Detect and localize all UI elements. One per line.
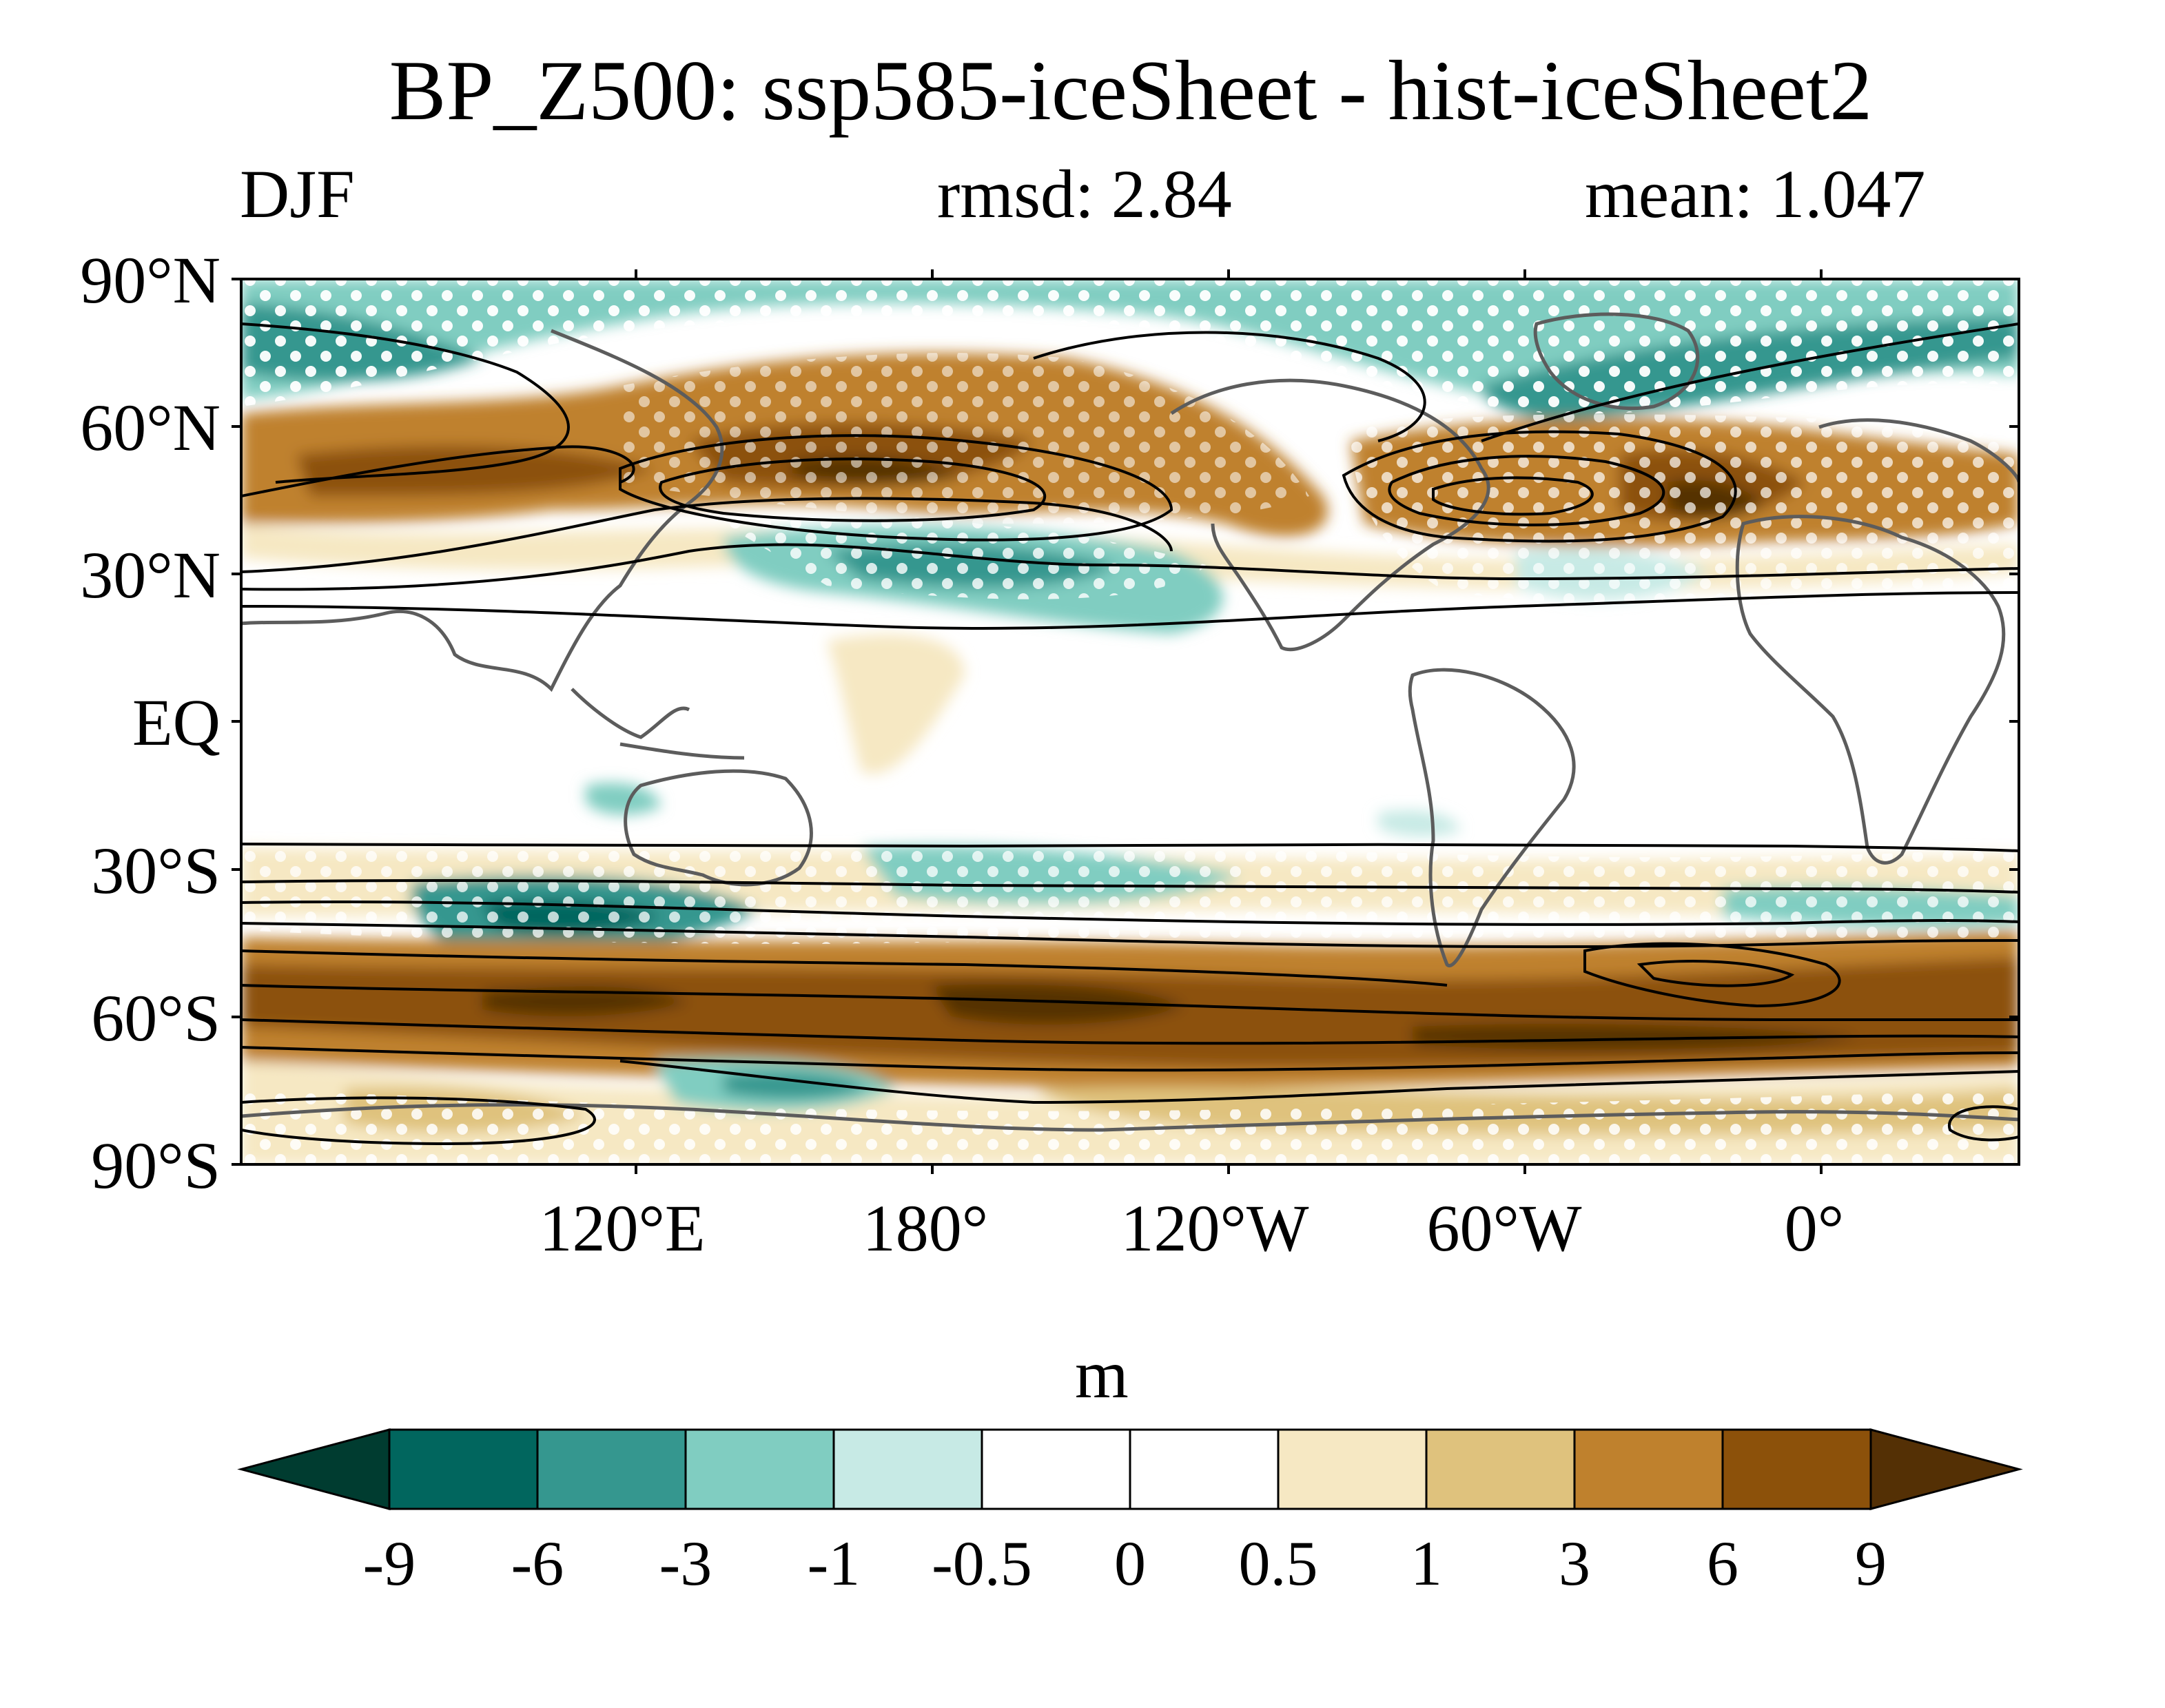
colorbar-extend-low — [237, 1428, 391, 1510]
lon-label-0: 0° — [1785, 1191, 1844, 1265]
colorbar-tick-label: 9 — [1855, 1528, 1887, 1598]
chart-title: BP_Z500: ssp585-iceSheet - hist-iceSheet… — [389, 43, 1873, 138]
colorbar-tick-label: 1 — [1410, 1528, 1442, 1598]
lat-label-90n: 90°N — [80, 243, 220, 317]
colorbar-box — [684, 1428, 835, 1510]
colorbar: -9 -6 -3 -1 -0.5 0 0.5 1 3 6 9 — [237, 1428, 2023, 1598]
colorbar-box — [832, 1428, 983, 1510]
colorbar-box — [388, 1428, 539, 1510]
lat-label-60n: 60°N — [80, 391, 220, 464]
season-label: DJF — [240, 156, 355, 232]
lat-label-90s: 90°S — [91, 1129, 220, 1202]
colorbar-box — [1573, 1428, 1724, 1510]
colorbar-tick-label: 0.5 — [1239, 1528, 1318, 1598]
colorbar-unit: m — [1075, 1336, 1129, 1412]
colorbar-box — [1721, 1428, 1872, 1510]
lat-label-30n: 30°N — [80, 538, 220, 612]
lat-label-60s: 60°S — [91, 981, 220, 1055]
colorbar-box — [536, 1428, 687, 1510]
mean-label: mean: 1.047 — [1585, 156, 1926, 232]
rmsd-label: rmsd: 2.84 — [937, 156, 1232, 232]
colorbar-tick-label: -1 — [808, 1528, 861, 1598]
shading-layer — [241, 279, 2019, 1164]
lon-label-180: 180° — [863, 1191, 988, 1265]
colorbar-tick-label: -0.5 — [932, 1528, 1032, 1598]
colorbar-tick-label: -9 — [363, 1528, 416, 1598]
colorbar-box — [1277, 1428, 1428, 1510]
axis-ticks — [232, 269, 2019, 1174]
lon-label-60w: 60°W — [1427, 1191, 1582, 1265]
colorbar-tick-label: 6 — [1707, 1528, 1738, 1598]
colorbar-box — [1425, 1428, 1576, 1510]
colorbar-tick-label: 0 — [1114, 1528, 1146, 1598]
contour-lines — [241, 322, 2019, 1146]
colorbar-box — [981, 1428, 1131, 1510]
lon-label-120w: 120°W — [1121, 1191, 1309, 1265]
lat-label-eq: EQ — [132, 686, 220, 759]
lon-label-120e: 120°E — [539, 1191, 705, 1265]
colorbar-extend-high — [1869, 1428, 2023, 1510]
colorbar-tick-label: 3 — [1559, 1528, 1590, 1598]
colorbar-box — [1129, 1428, 1280, 1510]
lat-label-30s: 30°S — [91, 834, 220, 907]
colorbar-tick-label: -3 — [659, 1528, 712, 1598]
colorbar-tick-label: -6 — [511, 1528, 564, 1598]
